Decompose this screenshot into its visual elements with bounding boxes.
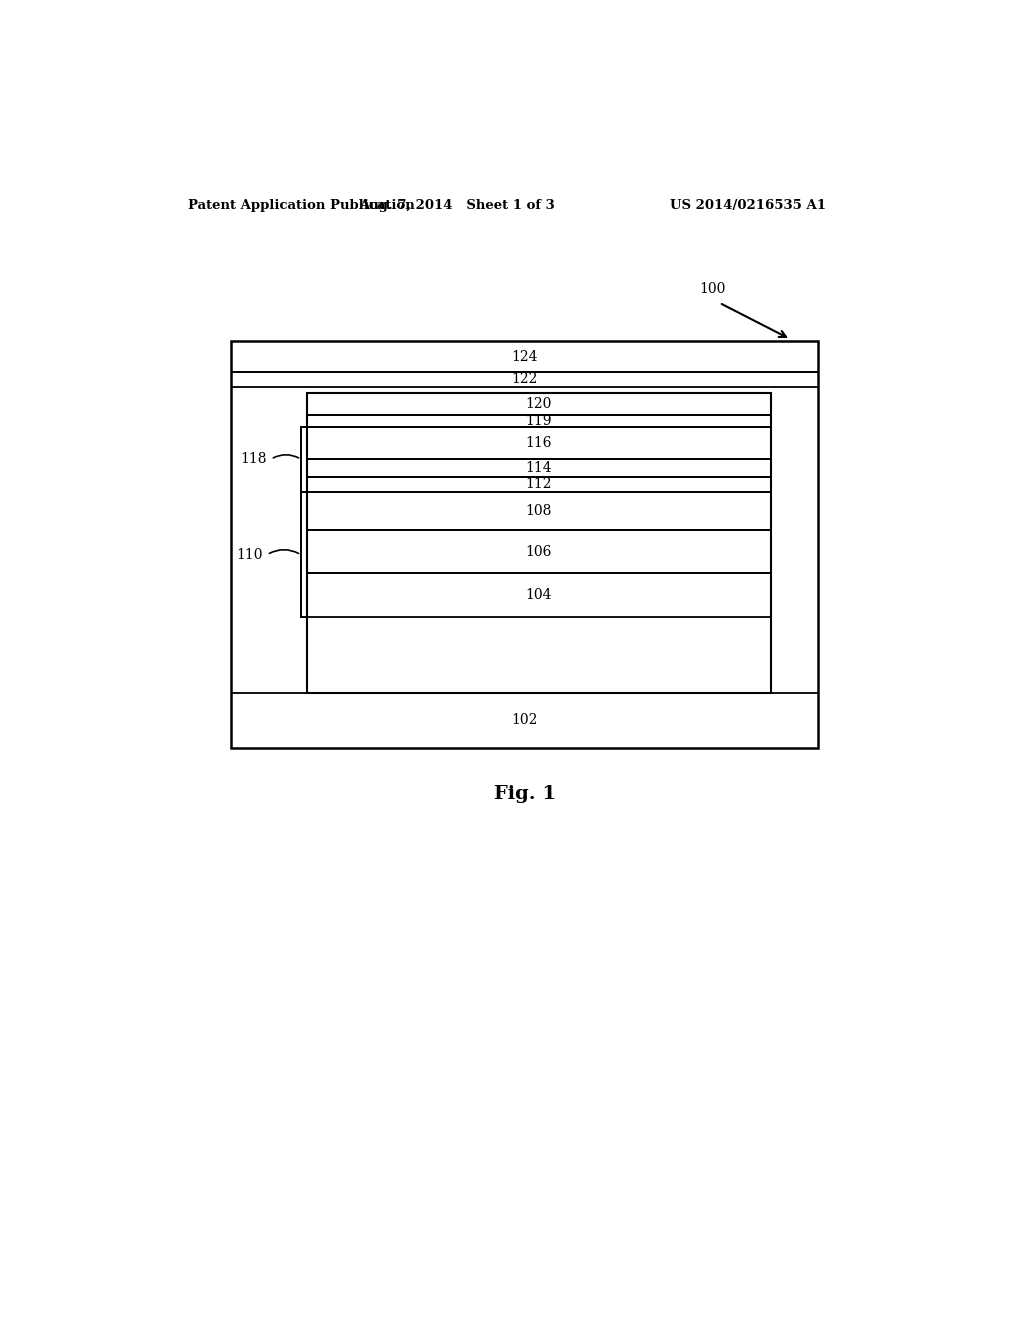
Text: 120: 120 <box>525 397 552 411</box>
Text: 118: 118 <box>241 453 267 466</box>
Text: 116: 116 <box>525 436 552 450</box>
Text: 106: 106 <box>525 545 552 558</box>
Text: 112: 112 <box>525 477 552 491</box>
Text: 119: 119 <box>525 413 552 428</box>
Text: 124: 124 <box>512 350 538 363</box>
Text: 108: 108 <box>525 504 552 517</box>
Text: Patent Application Publication: Patent Application Publication <box>187 198 415 211</box>
Text: Fig. 1: Fig. 1 <box>494 784 556 803</box>
Text: 114: 114 <box>525 461 552 475</box>
Text: 110: 110 <box>237 548 263 562</box>
Text: 122: 122 <box>512 372 538 387</box>
Text: Aug. 7, 2014   Sheet 1 of 3: Aug. 7, 2014 Sheet 1 of 3 <box>359 198 555 211</box>
Text: 100: 100 <box>699 281 726 296</box>
Bar <box>306 393 771 693</box>
Text: US 2014/0216535 A1: US 2014/0216535 A1 <box>671 198 826 211</box>
Text: 102: 102 <box>512 714 538 727</box>
Text: 104: 104 <box>525 587 552 602</box>
Bar <box>231 342 818 748</box>
